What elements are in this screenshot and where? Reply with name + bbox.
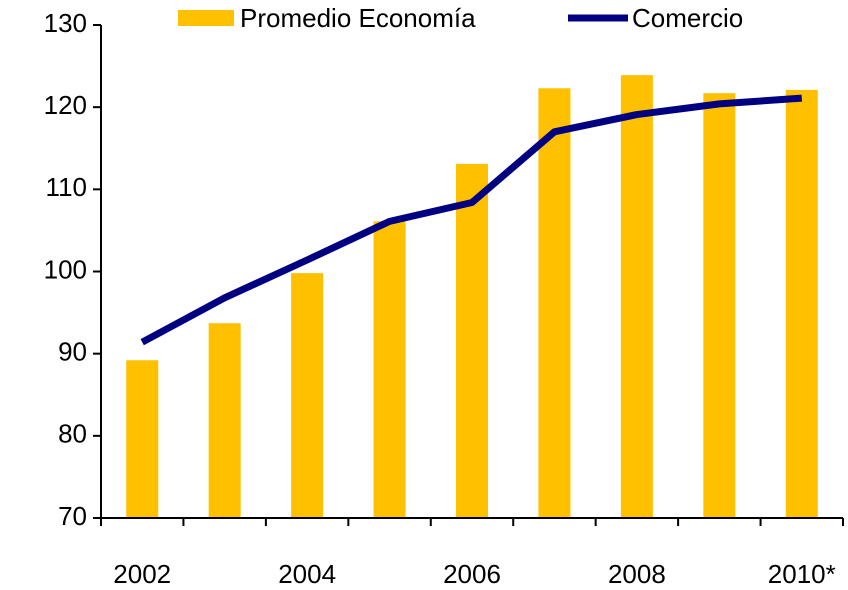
- legend-label: Promedio Economía: [240, 3, 476, 33]
- legend-swatch: [178, 10, 234, 26]
- x-tick-label: 2008: [608, 559, 666, 589]
- bar: [538, 88, 571, 518]
- y-tick-label: 90: [58, 337, 87, 367]
- x-tick-label: 2006: [443, 559, 501, 589]
- x-tick-label: 2010*: [768, 559, 836, 589]
- y-tick-label: 100: [44, 254, 87, 284]
- bar: [291, 273, 324, 518]
- y-tick-label: 80: [58, 419, 87, 449]
- bar: [126, 360, 159, 518]
- y-tick-label: 110: [46, 172, 87, 202]
- bar: [208, 323, 241, 518]
- y-tick-label: 120: [44, 90, 87, 120]
- bar: [620, 75, 653, 518]
- line: [140, 94, 803, 346]
- bar: [456, 163, 488, 518]
- y-tick-label: 130: [44, 8, 87, 38]
- bar: [703, 93, 736, 518]
- y-tick-label: 70: [58, 501, 87, 531]
- x-tick-label: 2002: [113, 559, 171, 589]
- legend-label: Comercio: [632, 3, 743, 33]
- bar: [373, 221, 406, 518]
- x-tick-label: 2004: [278, 559, 336, 589]
- bar: [785, 89, 818, 518]
